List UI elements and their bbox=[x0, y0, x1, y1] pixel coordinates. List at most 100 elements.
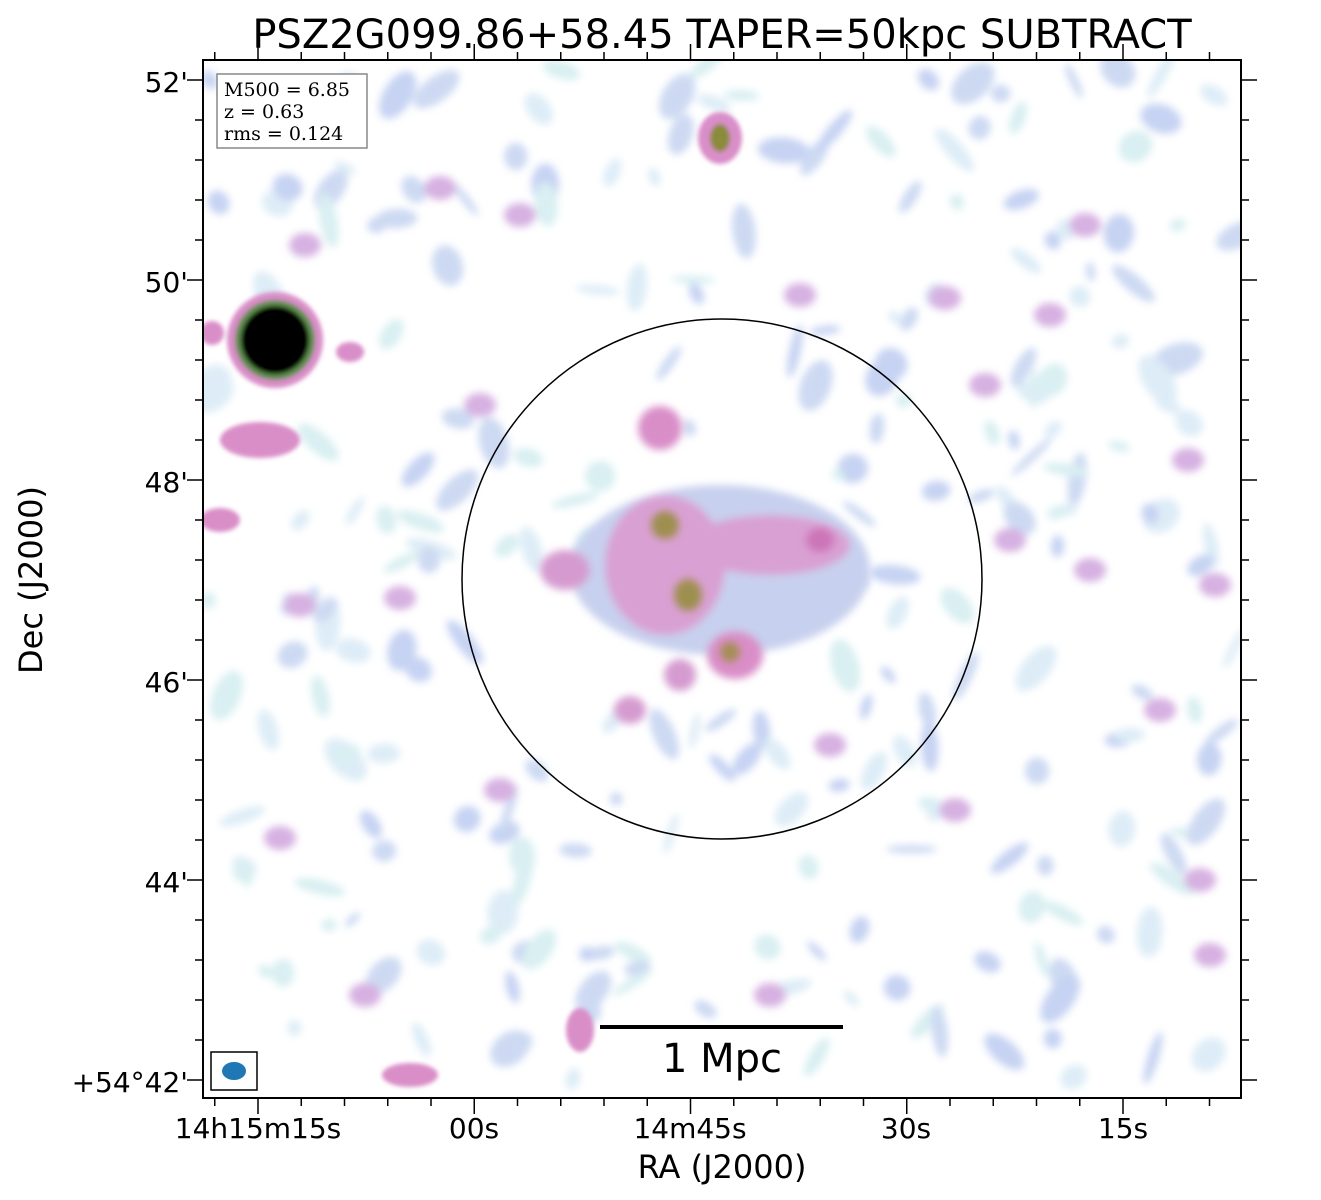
faint-emission-blob bbox=[558, 843, 593, 858]
faint-emission-blob bbox=[359, 810, 382, 839]
faint-emission-blob bbox=[1040, 974, 1080, 1023]
faint-emission-blob bbox=[658, 73, 696, 120]
faint-emission-blob bbox=[704, 709, 737, 732]
faint-emission-blob bbox=[1187, 554, 1214, 577]
faint-emission-blob bbox=[401, 452, 435, 487]
faint-emission-blob bbox=[417, 546, 441, 574]
faint-emission-blob bbox=[1147, 60, 1176, 99]
faint-emission-blob bbox=[383, 552, 420, 573]
faint-emission-blob bbox=[974, 951, 1001, 973]
faint-emission-blob bbox=[967, 488, 995, 503]
faint-emission-blob bbox=[671, 275, 716, 284]
faint-emission-blob bbox=[441, 408, 475, 429]
faint-emission-blob bbox=[886, 596, 909, 629]
faint-emission-blob bbox=[931, 1006, 949, 1058]
faint-emission-blob bbox=[754, 934, 781, 960]
faint-emission-blob bbox=[565, 1068, 581, 1090]
faint-emission-blob bbox=[893, 735, 917, 768]
faint-emission-blob bbox=[1186, 798, 1226, 846]
faint-emission-blob bbox=[534, 181, 558, 227]
y-tick-label: 44' bbox=[145, 866, 188, 899]
faint-emission-blob bbox=[379, 319, 404, 350]
faint-emission-blob bbox=[514, 1032, 533, 1053]
plot-frame bbox=[202, 59, 1242, 1099]
faint-emission-blob bbox=[1191, 1037, 1226, 1072]
compact-source bbox=[424, 176, 456, 200]
info-redshift: z = 0.63 bbox=[224, 101, 304, 123]
faint-emission-blob bbox=[413, 69, 460, 109]
compact-source bbox=[384, 586, 416, 610]
top-source-emission bbox=[698, 112, 742, 164]
faint-emission-blob bbox=[401, 175, 427, 204]
bright-left-source bbox=[203, 292, 364, 532]
faint-emission-blob bbox=[333, 744, 360, 766]
faint-emission-blob bbox=[940, 587, 974, 624]
faint-emission-blob bbox=[696, 94, 732, 112]
faint-emission-blob bbox=[1024, 757, 1050, 785]
faint-emission-blob bbox=[899, 307, 919, 331]
faint-emission-blob bbox=[682, 419, 696, 437]
faint-emission-blob bbox=[1138, 921, 1161, 951]
faint-emission-blob bbox=[1064, 63, 1083, 99]
faint-emission-blob bbox=[984, 420, 1000, 446]
faint-emission-blob bbox=[763, 738, 791, 770]
compact-source bbox=[289, 233, 321, 257]
y-tick-label: 46' bbox=[145, 666, 188, 699]
y-tick-label: 50' bbox=[145, 266, 188, 299]
faint-emission-blob bbox=[503, 142, 528, 171]
faint-emission-blob bbox=[272, 173, 303, 201]
y-tick-label: +54°42' bbox=[72, 1066, 188, 1099]
x-tick-label: 14m45s bbox=[633, 1112, 746, 1145]
faint-emission-blob bbox=[1103, 214, 1134, 253]
faint-emission-blob bbox=[609, 792, 623, 806]
faint-emission-blob bbox=[880, 666, 896, 683]
faint-emission-blob bbox=[709, 754, 736, 782]
faint-emission-blob bbox=[990, 842, 1029, 874]
faint-emission-blob bbox=[1149, 862, 1194, 896]
faint-emission-blob bbox=[412, 1022, 431, 1057]
faint-emission-blob bbox=[1216, 220, 1241, 251]
faint-emission-blob bbox=[1043, 462, 1089, 477]
y-tick-label: 52' bbox=[145, 66, 188, 99]
faint-emission-blob bbox=[1200, 84, 1228, 106]
faint-emission-blob bbox=[990, 84, 1011, 103]
compact-source bbox=[1144, 698, 1176, 722]
faint-emission-blob bbox=[310, 675, 330, 718]
faint-emission-blob bbox=[1204, 718, 1239, 746]
faint-emission-blob bbox=[480, 927, 501, 945]
faint-emission-blob bbox=[984, 1033, 1025, 1071]
faint-emission-blob bbox=[1003, 501, 1036, 535]
faint-emission-blob bbox=[949, 194, 965, 210]
compact-source bbox=[1194, 943, 1226, 967]
faint-emission-blob bbox=[849, 916, 870, 943]
faint-emission-blob bbox=[1029, 369, 1038, 410]
compact-source bbox=[1199, 573, 1231, 597]
faint-emission-blob bbox=[452, 182, 479, 216]
faint-emission-blob bbox=[1069, 285, 1091, 308]
faint-emission-blob bbox=[1085, 261, 1096, 282]
faint-emission-blob bbox=[542, 60, 581, 81]
faint-emission-blob bbox=[525, 759, 549, 782]
faint-emission-blob bbox=[842, 501, 877, 527]
x-tick-label: 15s bbox=[1098, 1112, 1148, 1145]
faint-emission-blob bbox=[453, 805, 481, 833]
faint-emission-blob bbox=[774, 792, 809, 827]
faint-emission-blob bbox=[404, 656, 432, 683]
faint-emission-blob bbox=[489, 821, 520, 844]
faint-emission-blob bbox=[1050, 535, 1065, 558]
compact-source bbox=[504, 203, 536, 227]
faint-emission-blob bbox=[257, 709, 279, 750]
faint-emission-blob bbox=[375, 208, 418, 229]
bottom-left-sources bbox=[382, 1008, 594, 1087]
faint-emission-blob bbox=[277, 641, 308, 669]
faint-emission-blob bbox=[431, 245, 464, 286]
faint-emission-blob bbox=[524, 93, 553, 125]
faint-emission-blob bbox=[656, 345, 682, 381]
compact-source bbox=[969, 373, 1001, 397]
faint-emission-blob bbox=[1186, 696, 1203, 724]
central-cluster-emission bbox=[540, 406, 870, 724]
faint-emission-blob bbox=[345, 912, 361, 927]
faint-emission-blob bbox=[376, 505, 397, 534]
scale-bar-label: 1 Mpc bbox=[662, 1036, 782, 1082]
faint-emission-blob bbox=[731, 203, 756, 259]
